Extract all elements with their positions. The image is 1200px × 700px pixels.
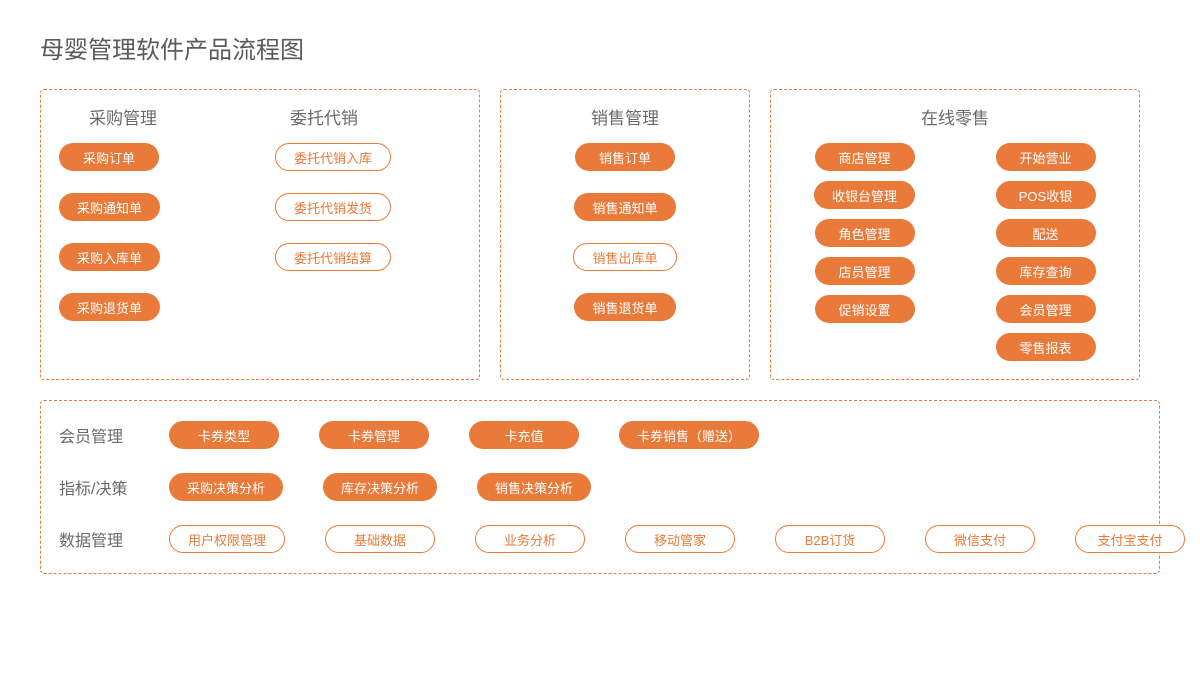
flow-node: 会员管理 — [996, 295, 1096, 323]
row-label: 数据管理 — [59, 527, 139, 551]
flow-node: 卡券销售（赠送） — [619, 421, 759, 449]
flow-node: 卡券类型 — [169, 421, 279, 449]
flow-node: 零售报表 — [996, 333, 1096, 361]
flow-node: 开始营业 — [996, 143, 1096, 171]
flow-node: 采购入库单 — [59, 243, 160, 271]
flow-node: 基础数据 — [325, 525, 435, 553]
panel-purchase-consign: 采购管理 委托代销 采购订单 采购通知单 采购入库单 采购退货单 委托代销入库 … — [40, 89, 480, 380]
flow-node: 收银台管理 — [814, 181, 915, 209]
column: 商店管理 收银台管理 角色管理 店员管理 促销设置 — [789, 143, 940, 361]
flow-node: 卡充值 — [469, 421, 579, 449]
panel-header: 销售管理 — [519, 104, 731, 129]
flow-node: 促销设置 — [815, 295, 915, 323]
flow-node: 委托代销结算 — [275, 243, 391, 271]
page-title: 母婴管理软件产品流程图 — [40, 30, 1160, 65]
flow-node: POS收银 — [996, 181, 1096, 209]
panel-header: 采购管理 — [59, 104, 260, 129]
bottom-row-member: 会员管理 卡券类型 卡券管理 卡充值 卡券销售（赠送） — [59, 421, 1141, 449]
flow-node: 库存查询 — [996, 257, 1096, 285]
panel-online-retail: 在线零售 商店管理 收银台管理 角色管理 店员管理 促销设置 开始营业 POS收… — [770, 89, 1140, 380]
column: 开始营业 POS收银 配送 库存查询 会员管理 零售报表 — [970, 143, 1121, 361]
flow-node: 采购退货单 — [59, 293, 160, 321]
flow-node: 销售订单 — [575, 143, 675, 171]
top-row: 采购管理 委托代销 采购订单 采购通知单 采购入库单 采购退货单 委托代销入库 … — [40, 89, 1160, 380]
column: 委托代销入库 委托代销发货 委托代销结算 — [275, 143, 461, 321]
flow-node: 微信支付 — [925, 525, 1035, 553]
flow-node: 配送 — [996, 219, 1096, 247]
flow-node: 角色管理 — [815, 219, 915, 247]
bottom-row-data: 数据管理 用户权限管理 基础数据 业务分析 移动管家 B2B订货 微信支付 支付… — [59, 525, 1141, 553]
flow-node: B2B订货 — [775, 525, 885, 553]
flow-node: 销售出库单 — [573, 243, 676, 271]
flow-node: 销售退货单 — [574, 293, 675, 321]
row-label: 会员管理 — [59, 423, 139, 447]
flow-node: 商店管理 — [815, 143, 915, 171]
flow-node: 库存决策分析 — [323, 473, 437, 501]
panel-sales: 销售管理 销售订单 销售通知单 销售出库单 销售退货单 — [500, 89, 750, 380]
panel-bottom: 会员管理 卡券类型 卡券管理 卡充值 卡券销售（赠送） 指标/决策 采购决策分析… — [40, 400, 1160, 574]
flow-node: 委托代销发货 — [275, 193, 391, 221]
flow-node: 支付宝支付 — [1075, 525, 1185, 553]
flow-node: 业务分析 — [475, 525, 585, 553]
column: 销售订单 销售通知单 销售出库单 销售退货单 — [519, 143, 731, 321]
flow-node: 采购订单 — [59, 143, 159, 171]
flow-node: 移动管家 — [625, 525, 735, 553]
flow-node: 采购通知单 — [59, 193, 160, 221]
panel-header: 在线零售 — [789, 104, 1121, 129]
flow-node: 销售通知单 — [574, 193, 675, 221]
flow-node: 店员管理 — [815, 257, 915, 285]
flow-node: 销售决策分析 — [477, 473, 591, 501]
row-label: 指标/决策 — [59, 475, 139, 499]
flow-node: 卡券管理 — [319, 421, 429, 449]
flow-node: 用户权限管理 — [169, 525, 285, 553]
flow-node: 委托代销入库 — [275, 143, 391, 171]
bottom-row-metrics: 指标/决策 采购决策分析 库存决策分析 销售决策分析 — [59, 473, 1141, 501]
flow-node: 采购决策分析 — [169, 473, 283, 501]
column: 采购订单 采购通知单 采购入库单 采购退货单 — [59, 143, 245, 321]
panel-header: 委托代销 — [260, 104, 461, 129]
